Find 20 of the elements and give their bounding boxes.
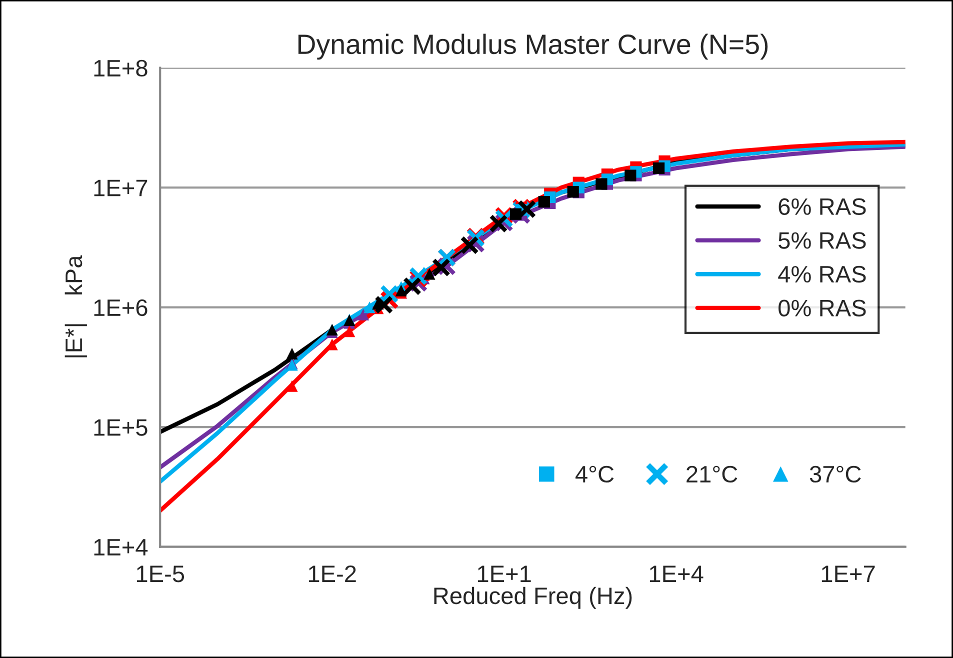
x-tick-label: 1E+4 (650, 566, 704, 582)
y-axis-title: |E*| kPa (64, 255, 87, 358)
x-axis-title: Reduced Freq (Hz) (434, 586, 632, 609)
y-tick-label: 1E+6 (94, 299, 148, 316)
x-tick-label: 1E+7 (822, 566, 875, 582)
legend-label: 4% RAS (778, 266, 866, 283)
legend-label: 0% RAS (778, 300, 866, 316)
legend-label: 37°C (810, 466, 861, 483)
y-tick-label: 1E+4 (94, 539, 148, 556)
x-tick-label: 1E+1 (478, 566, 531, 582)
chart-title: Dynamic Modulus Master Curve (N=5) (298, 34, 768, 60)
legend-label: 5% RAS (778, 232, 866, 249)
y-tick-label: 1E+7 (94, 180, 148, 196)
y-tick-label: 1E+8 (94, 60, 148, 77)
legend-label: 21°C (686, 466, 738, 483)
legend-label: 6% RAS (778, 198, 866, 215)
x-tick-label: 1E-5 (136, 566, 184, 582)
y-tick-label: 1E+5 (94, 419, 148, 436)
x-tick-label: 1E-2 (308, 565, 356, 582)
legend-label: 4°C (575, 466, 614, 483)
